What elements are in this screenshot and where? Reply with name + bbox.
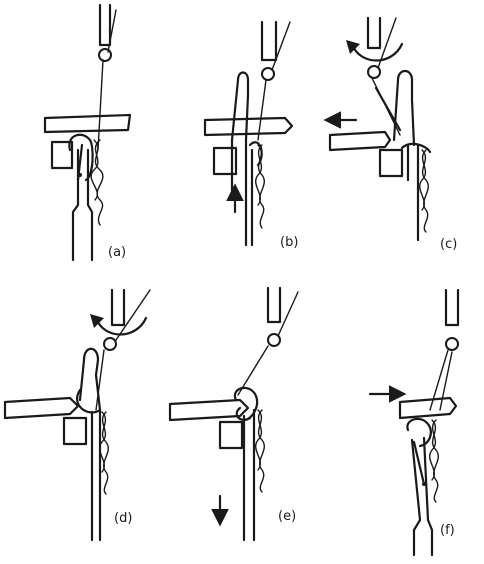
panel-c-label: (c) xyxy=(440,237,457,252)
panel-d: (d) xyxy=(3,288,151,542)
panel-a-label: (a) xyxy=(108,245,126,260)
panel-a: (a) xyxy=(43,3,132,262)
panel-f: (f) xyxy=(368,288,460,557)
yarn-guide-eyelet xyxy=(98,48,112,62)
yarn-guide-eyelet xyxy=(261,67,275,81)
yarn-guide-eyelet xyxy=(103,337,117,351)
panel-c: (c) xyxy=(323,16,457,252)
panel-e: (e) xyxy=(168,286,299,542)
panel-e-label: (e) xyxy=(278,509,296,524)
yarn-guide-eyelet xyxy=(267,333,281,347)
yarn-guide-eyelet xyxy=(445,337,459,351)
rotation-arrow-icon xyxy=(350,42,404,62)
panel-f-label: (f) xyxy=(440,523,455,538)
panel-b: (b) xyxy=(203,20,298,250)
panel-d-label: (d) xyxy=(114,511,132,526)
panel-b-label: (b) xyxy=(280,235,298,250)
yarn-guide-eyelet xyxy=(367,65,381,79)
